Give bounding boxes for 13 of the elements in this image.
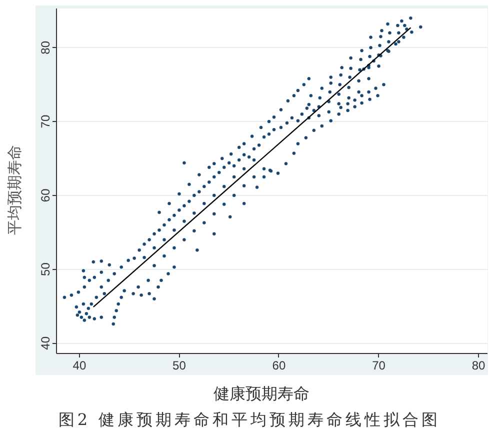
x-tick-label: 40 bbox=[72, 358, 86, 372]
y-tick-label: 40 bbox=[38, 336, 52, 350]
y-axis-title: 平均预期寿命 bbox=[4, 145, 24, 235]
x-tick-label: 70 bbox=[372, 358, 386, 372]
y-tick-label: 60 bbox=[38, 188, 52, 202]
y-tick-label: 70 bbox=[38, 114, 52, 128]
x-axis-title: 健康预期寿命 bbox=[212, 383, 310, 405]
y-tick-label: 50 bbox=[38, 262, 52, 276]
y-tick-label: 80 bbox=[38, 40, 52, 54]
x-tick-label: 60 bbox=[272, 358, 286, 372]
x-tick-label: 50 bbox=[172, 358, 186, 372]
x-tick-label: 80 bbox=[472, 358, 486, 372]
caption: 图2 健康预期寿命和平均预期寿命线性拟合图 bbox=[57, 409, 442, 431]
